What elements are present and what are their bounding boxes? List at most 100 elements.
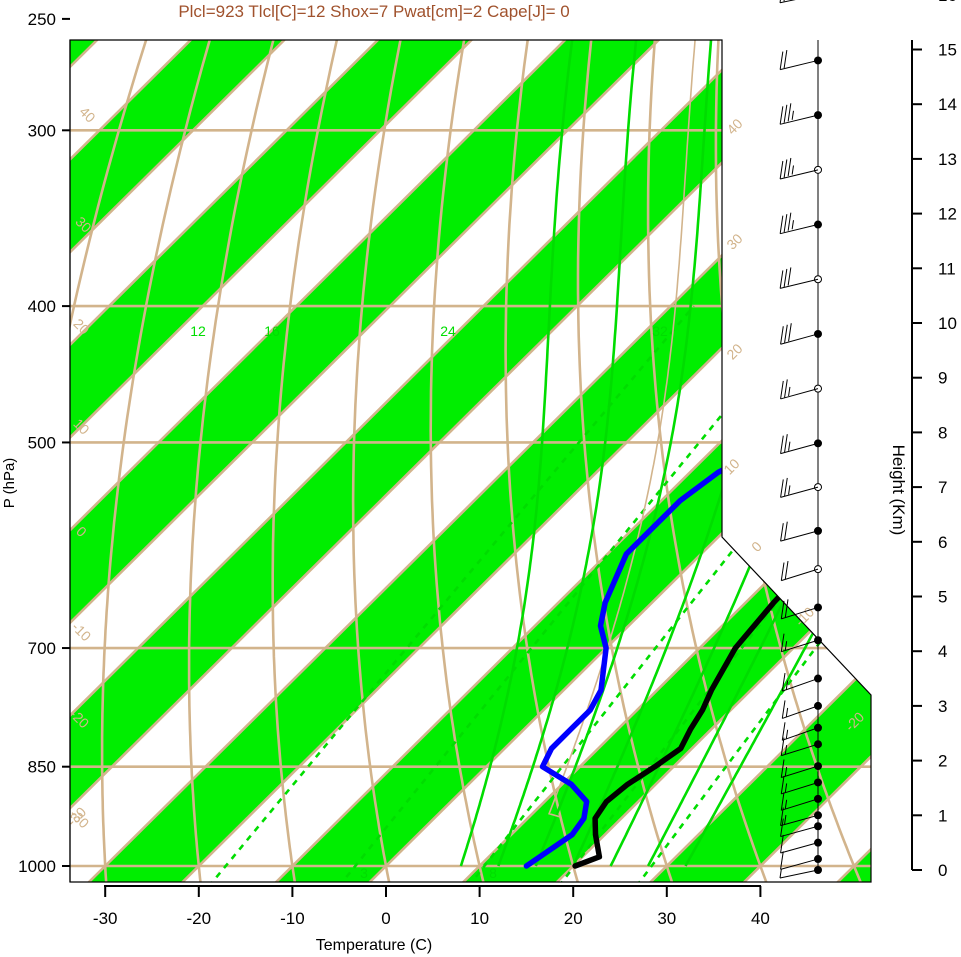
wind-barb — [779, 866, 822, 879]
height-tick-label: 10 — [938, 314, 957, 333]
moist-adiabat-label: 32 — [652, 323, 668, 339]
y-tick-label: 400 — [28, 297, 56, 316]
wind-barb — [780, 477, 822, 498]
isotherm-line — [70, 40, 871, 882]
wind-barb — [780, 379, 822, 400]
wind-barb — [780, 561, 822, 582]
isotherm-line — [70, 40, 871, 882]
height-tick-label: 16 — [938, 0, 957, 5]
wind-barb — [780, 434, 822, 455]
wind-barb — [779, 157, 822, 180]
height-tick-label: 8 — [938, 423, 947, 442]
mixing-ratio-line — [330, 305, 813, 882]
isotherm-line — [70, 40, 871, 882]
wind-barb — [780, 759, 822, 778]
y-tick-label: 500 — [28, 433, 56, 452]
isotherm-line — [70, 40, 871, 882]
moist-adiabat-label: 12 — [190, 323, 206, 339]
height-tick-label: 5 — [938, 588, 947, 607]
moist-adiabat — [459, 40, 599, 867]
height-tick-label: 9 — [938, 369, 947, 388]
wind-barb — [780, 521, 822, 542]
mixing-ratio-line — [199, 305, 695, 882]
height-tick-label: 13 — [938, 150, 957, 169]
moist-adiabat-label: 16 — [264, 323, 280, 339]
wind-barb — [779, 212, 822, 235]
dry-adiabat — [351, 40, 575, 882]
x-tick-label: -20 — [187, 909, 212, 928]
wind-barb — [779, 50, 822, 71]
y-tick-label: 300 — [28, 121, 56, 140]
height-tick-label: 0 — [938, 861, 947, 880]
dry-adiabat — [271, 40, 527, 882]
y-tick-label: 700 — [28, 639, 56, 658]
wind-barb — [781, 722, 822, 741]
dry-adiabat — [187, 40, 478, 882]
isotherm-line — [261, 40, 871, 882]
wind-barb — [779, 267, 822, 289]
isotherm-band — [70, 40, 871, 882]
y-tick-label: 1000 — [18, 857, 56, 876]
x-tick-label: 10 — [470, 909, 489, 928]
y-axis-label: P (hPa) — [1, 458, 18, 509]
moist-adiabat — [534, 40, 729, 867]
x-tick-label: 20 — [564, 909, 583, 928]
parcel-path — [548, 40, 810, 867]
isotherm-line — [167, 40, 871, 882]
height-tick-label: 12 — [938, 205, 957, 224]
wind-barb — [780, 834, 822, 854]
wind-barb — [780, 633, 822, 653]
height-tick-label: 15 — [938, 41, 957, 60]
y-tick-label: 850 — [28, 758, 56, 777]
wind-barb — [781, 673, 822, 692]
temperature-line — [572, 40, 871, 869]
isotherm-line — [354, 40, 871, 882]
wind-barb — [780, 851, 822, 870]
isotherm-line — [448, 40, 871, 882]
dry-adiabat — [646, 40, 773, 882]
wind-barb — [780, 792, 822, 811]
height-axis-label: Height (Km) — [889, 445, 908, 536]
isotherm-band — [70, 40, 871, 882]
wind-barb — [779, 0, 796, 4]
mixing-ratio-label: 8 — [489, 865, 497, 881]
x-tick-label: 40 — [751, 909, 770, 928]
isotherm-band — [70, 40, 871, 882]
axes: 1001502002503004005007008501000-30-20-10… — [18, 0, 957, 928]
height-tick-label: 4 — [938, 642, 947, 661]
wind-barb — [780, 818, 822, 838]
height-tick-label: 11 — [938, 259, 956, 278]
isotherm-line — [542, 40, 871, 882]
x-tick-label: -30 — [93, 909, 118, 928]
height-tick-label: 1 — [938, 806, 947, 825]
isotherm-line — [70, 40, 871, 882]
isotherm-line — [70, 40, 871, 882]
y-tick-label: 250 — [28, 10, 56, 29]
wind-barb — [780, 323, 822, 345]
height-tick-label: 3 — [938, 697, 947, 716]
moist-adiabat-label: 24 — [440, 323, 456, 339]
wind-barb-column — [779, 0, 822, 879]
isotherm-line — [70, 40, 871, 882]
moist-adiabat — [497, 40, 659, 867]
wind-barb — [780, 807, 822, 827]
x-tick-label: 0 — [381, 909, 390, 928]
chart-title: Plcl=923 Tlcl[C]=12 Shox=7 Pwat[cm]=2 Ca… — [178, 2, 569, 21]
dry-adiabat — [429, 40, 624, 882]
x-tick-label: 30 — [657, 909, 676, 928]
wind-barb — [780, 737, 822, 757]
height-tick-label: 14 — [938, 95, 957, 114]
height-tick-label: 7 — [938, 478, 947, 497]
wind-barb — [781, 700, 822, 719]
x-axis-label: Temperature (C) — [316, 937, 432, 954]
dry-adiabat — [100, 40, 430, 882]
parcel-path — [548, 40, 810, 867]
wind-barb — [780, 599, 822, 620]
height-tick-label: 2 — [938, 752, 947, 771]
x-tick-label: -10 — [280, 909, 305, 928]
wind-barb — [779, 103, 822, 125]
wind-barb — [780, 775, 822, 795]
mixing-ratio-label: 3 — [360, 865, 368, 881]
height-tick-label: 6 — [938, 533, 947, 552]
